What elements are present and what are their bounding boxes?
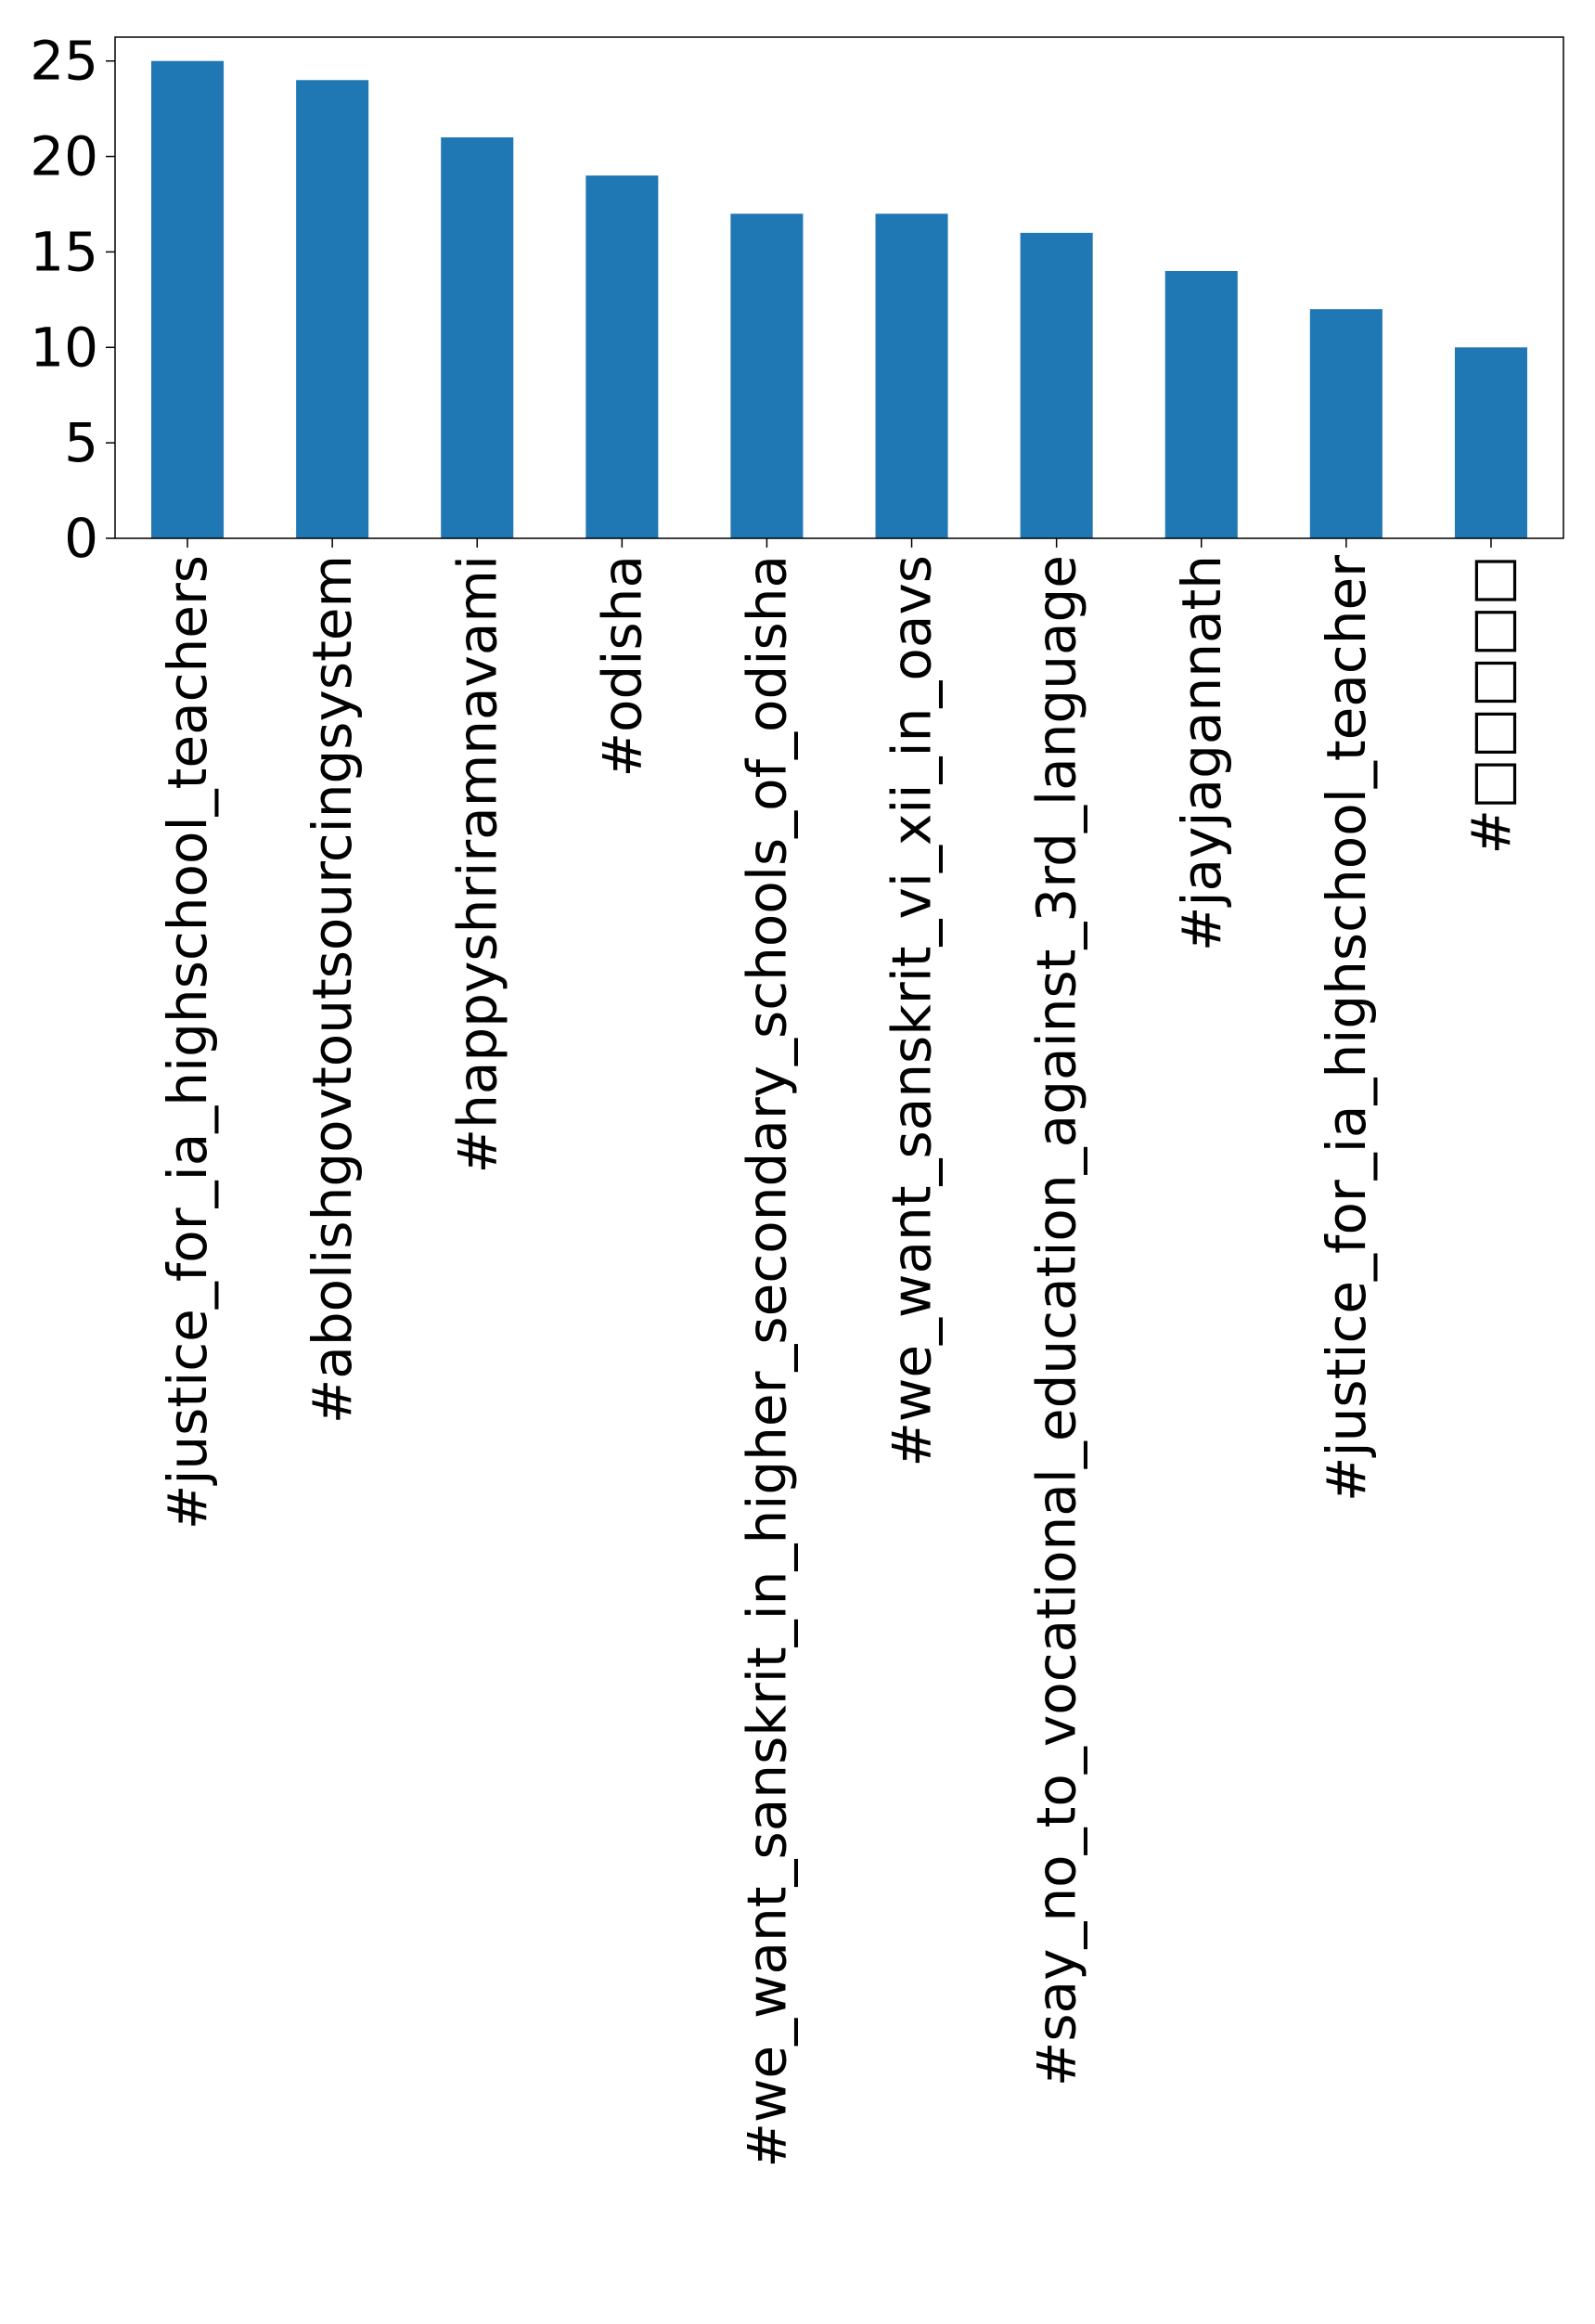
x-tick-label: #abolishgovtoutsourcingsystem [301,555,364,1424]
y-tick-label: 10 [30,316,98,379]
bar-1-justice-for-ia-highschool-teachers [151,60,225,538]
y-tick-label: 25 [30,30,98,93]
bar-2-abolishgovtoutsourcingsystem [296,80,369,538]
x-tick-label: #happyshriramnavami [445,555,508,1173]
y-tick-label: 20 [30,125,98,188]
x-tick-label: #justice_for_ia_highschool_teacher [1315,555,1378,1502]
bar-8-jayjagannath [1164,271,1238,538]
bars-layer [151,60,1527,539]
x-tick-label: #□□□□□ [1460,555,1523,855]
x-tick-label: #say_no_to_vocational_education_against_… [1025,555,1088,2086]
bar-5-we-want-sanskrit-in-higher-secondary-schools-of-odisha [730,213,804,539]
bar-10-symbol [1454,347,1527,538]
bar-6-we-want-sanskrit-vi-xii-in-oavs [875,213,948,539]
y-tick-label: 0 [64,507,98,570]
y-tick-label: 15 [30,220,98,283]
bar-3-happyshriramnavami [441,137,514,538]
y-axis-ticks: 0 5 10 15 20 25 [30,30,115,570]
x-tick-label: #we_want_sanskrit_vi_xii_in_oavs [881,555,944,1467]
x-tick-label: #odisha [590,555,653,778]
bar-7-say-no-to-vocational-education-against-3rd-language [1020,232,1093,539]
bar-4-odisha [585,175,659,538]
y-tick-label: 5 [64,411,98,474]
x-tick-label: #jayjagannath [1170,555,1233,951]
plot-frame [114,36,1564,539]
x-tick-label: #justice_for_ia_highschool_teachers [156,555,219,1530]
bar-9-justice-for-ia-highschool-teacher [1309,309,1383,538]
x-axis-ticks: #justice_for_ia_highschool_teachers #abol… [156,538,1523,2168]
x-tick-label: #we_want_sanskrit_in_higher_secondary_sc… [735,555,798,2168]
